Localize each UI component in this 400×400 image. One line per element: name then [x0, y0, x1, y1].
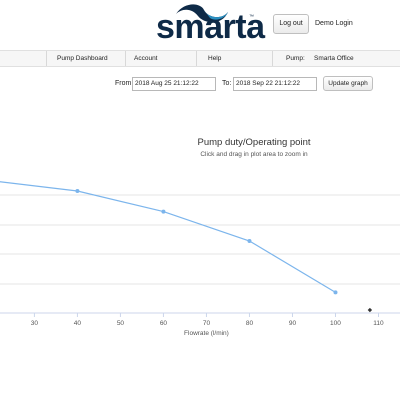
chart-title: Pump duty/Operating point	[197, 137, 311, 148]
x-tick-label: 60	[160, 320, 168, 327]
logo-wave-icon	[176, 4, 228, 23]
trademark-mark: ™	[249, 14, 254, 20]
nav-separator	[46, 51, 47, 66]
logout-button[interactable]: Log out	[273, 14, 309, 34]
x-tick-label: 40	[74, 320, 82, 327]
nav-item-pump-dashboard[interactable]: Pump Dashboard	[57, 55, 108, 62]
pump-selector[interactable]: Smarta Office	[314, 55, 354, 62]
x-tick-label: 90	[289, 320, 297, 327]
x-tick-label: 70	[203, 320, 211, 327]
smarta-logo: smarta ™	[156, 0, 265, 46]
pump-curve-point	[161, 209, 166, 214]
pump-curve-point	[75, 188, 80, 193]
nav-separator	[272, 51, 273, 66]
to-label: To:	[222, 80, 232, 87]
main-nav: Pump Dashboard Account Help Pump: Smarta…	[0, 50, 400, 67]
user-name: Demo Login	[315, 20, 353, 27]
nav-separator	[125, 51, 126, 66]
x-tick-label: 100	[330, 320, 341, 327]
operating-point-marker	[367, 307, 373, 313]
pump-curve-point	[247, 238, 252, 243]
nav-item-help[interactable]: Help	[208, 55, 222, 62]
x-axis-title: Flowrate (l/min)	[184, 330, 229, 337]
x-tick-label: 50	[117, 320, 125, 327]
pump-curve-line	[0, 181, 336, 293]
logo-wordmark: smarta	[156, 8, 265, 46]
pump-curve-point	[333, 290, 338, 295]
pump-selector-label: Pump:	[286, 55, 305, 62]
update-graph-button[interactable]: Update graph	[323, 76, 373, 91]
x-tick-label: 110	[373, 320, 384, 327]
from-date-input[interactable]: 2018 Aug 25 21:12:22	[132, 77, 216, 91]
chart-subtitle: Click and drag in plot area to zoom in	[200, 151, 308, 158]
from-label: From:	[115, 80, 134, 87]
x-tick-label: 30	[31, 320, 39, 327]
to-date-input[interactable]: 2018 Sep 22 21:12:22	[233, 77, 317, 91]
nav-separator	[196, 51, 197, 66]
nav-item-account[interactable]: Account	[134, 55, 158, 62]
x-tick-label: 80	[246, 320, 254, 327]
